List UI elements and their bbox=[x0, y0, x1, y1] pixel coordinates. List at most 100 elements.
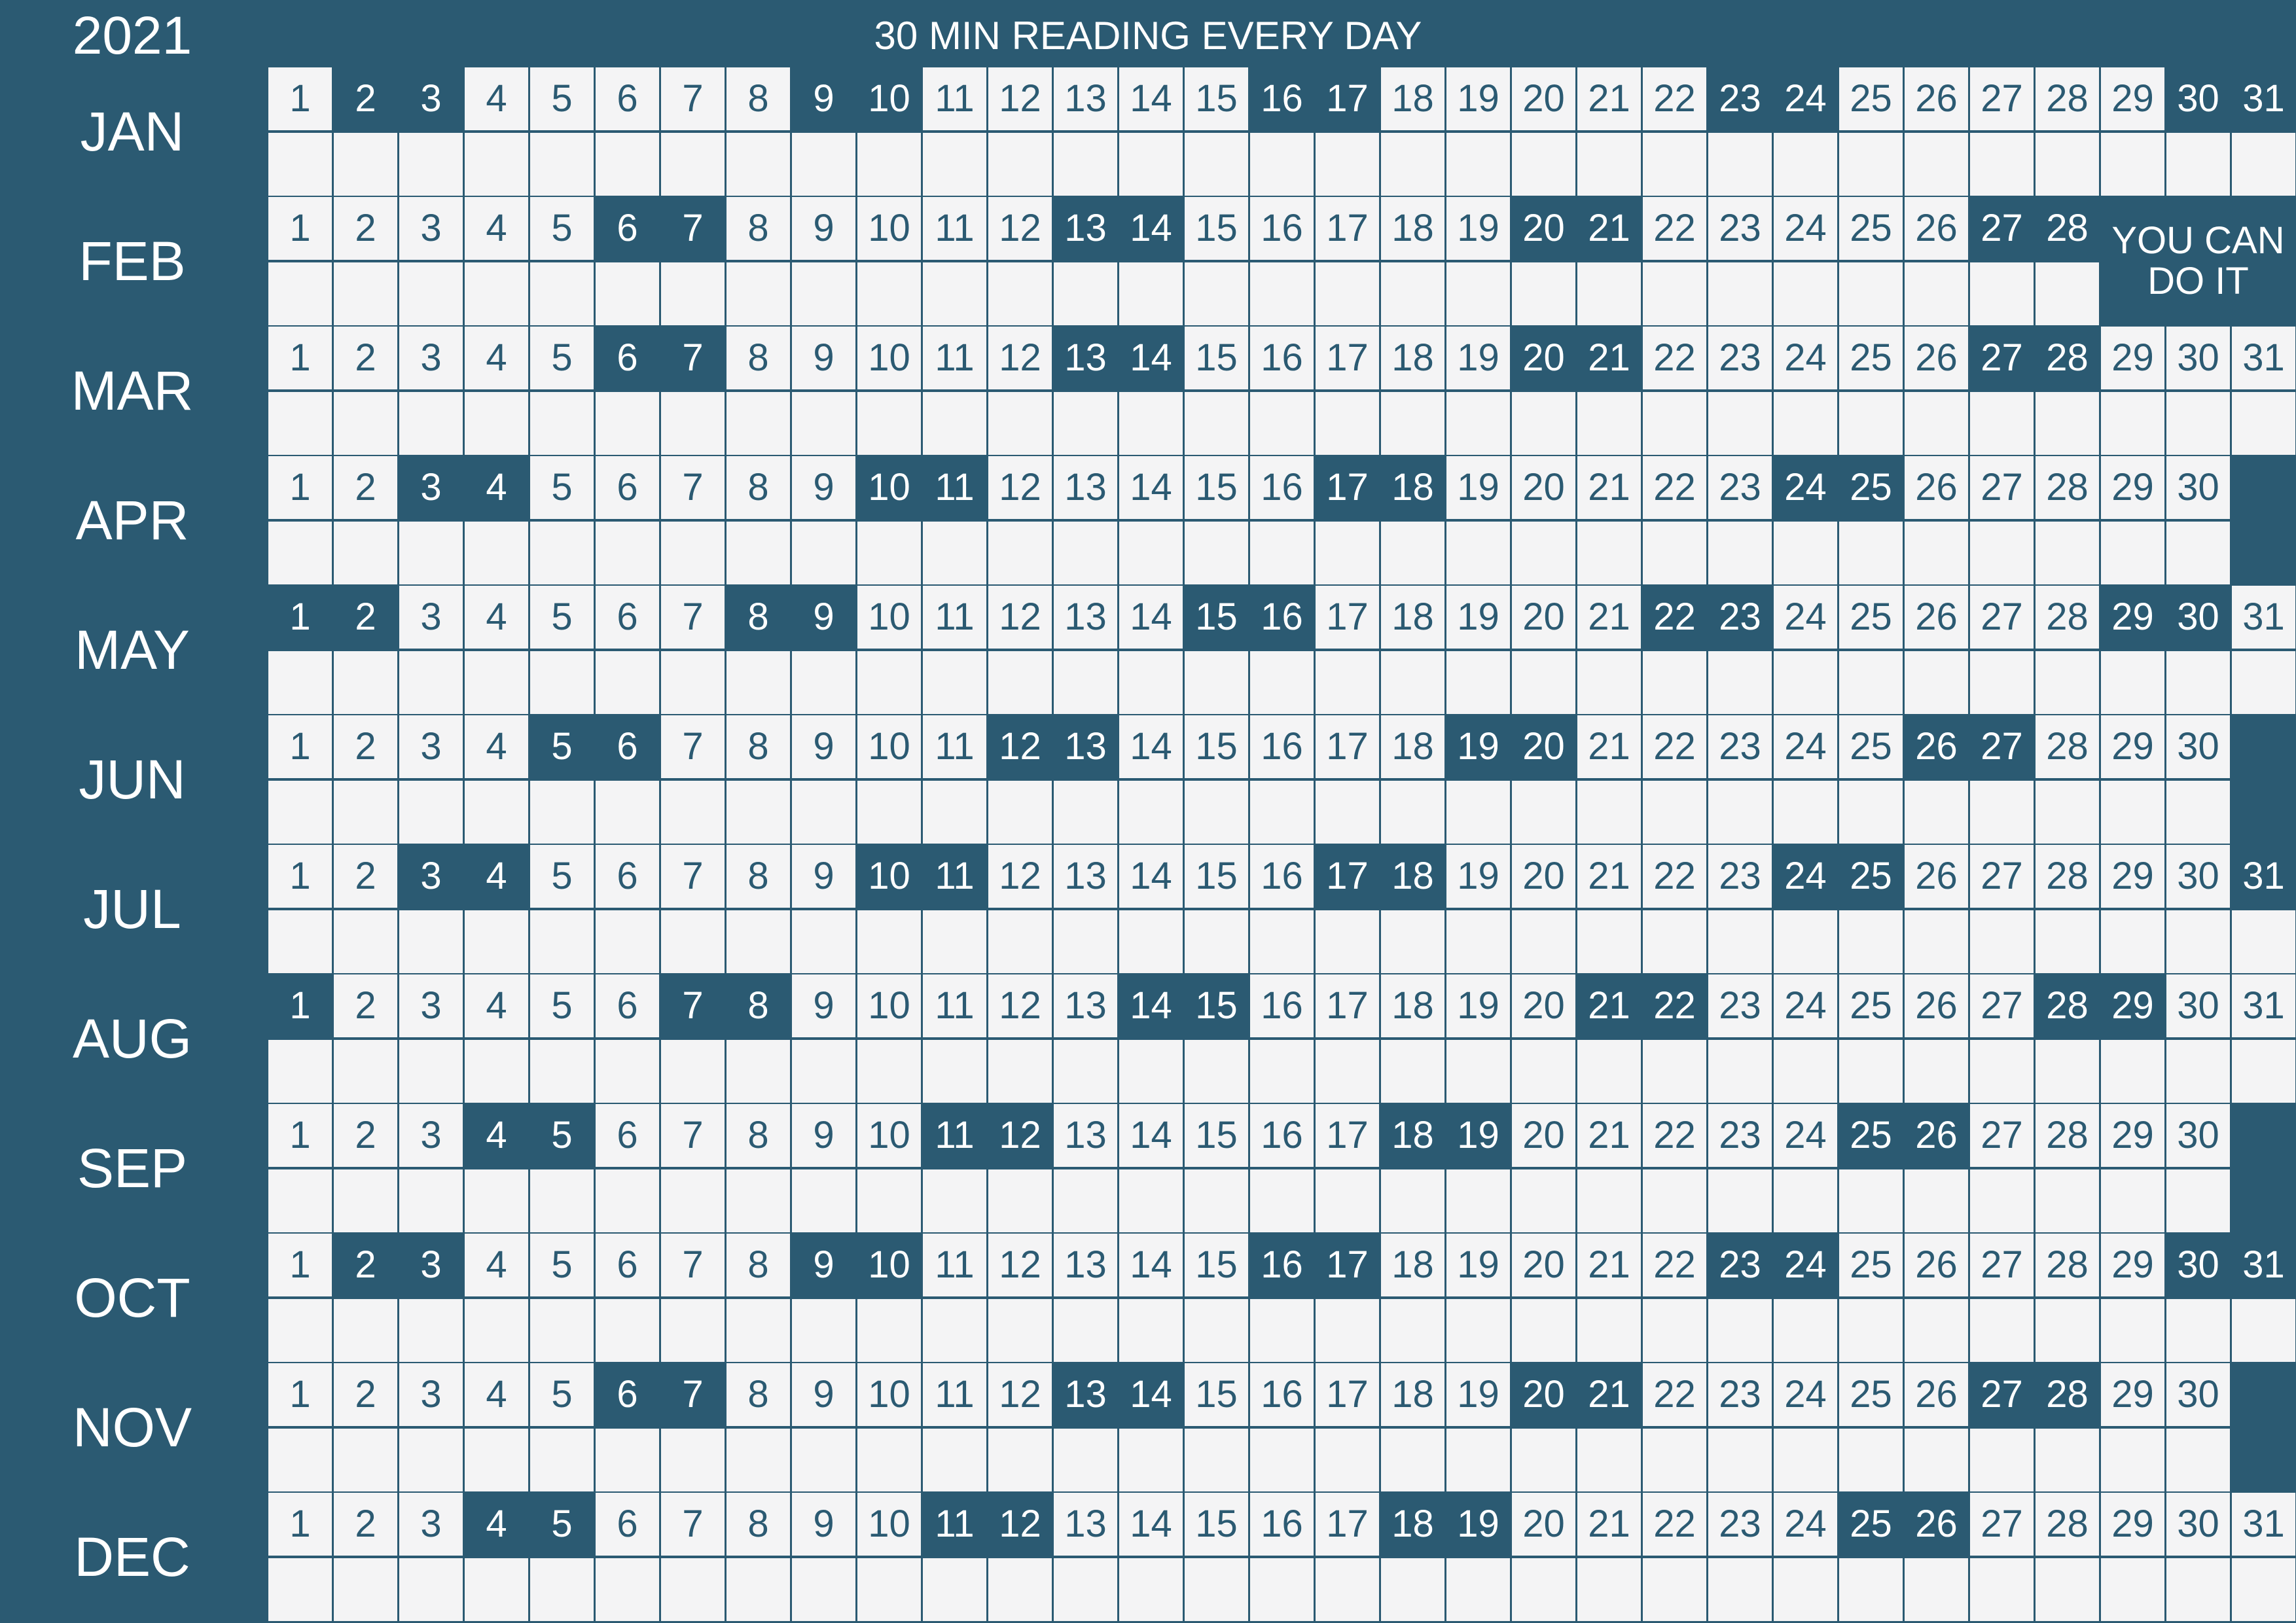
day-check-box[interactable] bbox=[661, 1299, 725, 1362]
day-check-box[interactable] bbox=[1512, 522, 1575, 584]
day-check-box[interactable] bbox=[2166, 910, 2230, 973]
day-check-box[interactable] bbox=[1643, 1299, 1706, 1362]
day-check-box[interactable] bbox=[1185, 1040, 1248, 1103]
day-check-box[interactable] bbox=[1643, 392, 1706, 455]
day-check-box[interactable] bbox=[1905, 1040, 1968, 1103]
day-check-box[interactable] bbox=[1316, 781, 1379, 844]
day-check-box[interactable] bbox=[1774, 910, 1837, 973]
day-check-box[interactable] bbox=[2036, 910, 2099, 973]
day-check-box[interactable] bbox=[465, 522, 528, 584]
day-check-box[interactable] bbox=[1774, 1169, 1837, 1232]
day-check-box[interactable] bbox=[1054, 1299, 1117, 1362]
day-check-box[interactable] bbox=[1381, 651, 1444, 714]
day-check-box[interactable] bbox=[1970, 781, 2034, 844]
day-check-box[interactable] bbox=[1577, 1558, 1641, 1621]
day-check-box[interactable] bbox=[661, 1169, 725, 1232]
day-check-box[interactable] bbox=[1643, 651, 1706, 714]
day-check-box[interactable] bbox=[1774, 522, 1837, 584]
day-check-box[interactable] bbox=[1970, 133, 2034, 196]
day-check-box[interactable] bbox=[1119, 781, 1183, 844]
day-check-box[interactable] bbox=[1708, 1299, 1772, 1362]
day-check-box[interactable] bbox=[792, 133, 855, 196]
day-check-box[interactable] bbox=[2101, 910, 2164, 973]
day-check-box[interactable] bbox=[1446, 910, 1510, 973]
day-check-box[interactable] bbox=[1119, 1299, 1183, 1362]
day-check-box[interactable] bbox=[726, 1429, 790, 1491]
day-check-box[interactable] bbox=[1905, 910, 1968, 973]
day-check-box[interactable] bbox=[1970, 1299, 2034, 1362]
day-check-box[interactable] bbox=[1643, 781, 1706, 844]
day-check-box[interactable] bbox=[268, 910, 332, 973]
day-check-box[interactable] bbox=[334, 392, 397, 455]
day-check-box[interactable] bbox=[268, 1299, 332, 1362]
day-check-box[interactable] bbox=[399, 651, 463, 714]
day-check-box[interactable] bbox=[857, 392, 921, 455]
day-check-box[interactable] bbox=[1250, 1169, 1314, 1232]
day-check-box[interactable] bbox=[1316, 651, 1379, 714]
day-check-box[interactable] bbox=[1905, 1558, 1968, 1621]
day-check-box[interactable] bbox=[1905, 1429, 1968, 1491]
day-check-box[interactable] bbox=[923, 522, 986, 584]
day-check-box[interactable] bbox=[2166, 392, 2230, 455]
day-check-box[interactable] bbox=[726, 1299, 790, 1362]
day-check-box[interactable] bbox=[1970, 522, 2034, 584]
day-check-box[interactable] bbox=[661, 392, 725, 455]
day-check-box[interactable] bbox=[1774, 133, 1837, 196]
day-check-box[interactable] bbox=[399, 1558, 463, 1621]
day-check-box[interactable] bbox=[1185, 1558, 1248, 1621]
day-check-box[interactable] bbox=[1643, 1040, 1706, 1103]
day-check-box[interactable] bbox=[1708, 1429, 1772, 1491]
day-check-box[interactable] bbox=[465, 781, 528, 844]
day-check-box[interactable] bbox=[661, 1558, 725, 1621]
day-check-box[interactable] bbox=[1185, 133, 1248, 196]
day-check-box[interactable] bbox=[1250, 133, 1314, 196]
day-check-box[interactable] bbox=[465, 651, 528, 714]
day-check-box[interactable] bbox=[2036, 1169, 2099, 1232]
day-check-box[interactable] bbox=[2166, 1040, 2230, 1103]
day-check-box[interactable] bbox=[857, 1040, 921, 1103]
day-check-box[interactable] bbox=[530, 1169, 594, 1232]
day-check-box[interactable] bbox=[596, 1429, 659, 1491]
day-check-box[interactable] bbox=[1185, 1429, 1248, 1491]
day-check-box[interactable] bbox=[1446, 522, 1510, 584]
day-check-box[interactable] bbox=[1577, 1169, 1641, 1232]
day-check-box[interactable] bbox=[988, 1429, 1052, 1491]
day-check-box[interactable] bbox=[1905, 522, 1968, 584]
day-check-box[interactable] bbox=[1054, 1040, 1117, 1103]
day-check-box[interactable] bbox=[1250, 262, 1314, 325]
day-check-box[interactable] bbox=[1119, 1040, 1183, 1103]
day-check-box[interactable] bbox=[1970, 262, 2034, 325]
day-check-box[interactable] bbox=[1708, 262, 1772, 325]
day-check-box[interactable] bbox=[268, 262, 332, 325]
day-check-box[interactable] bbox=[2101, 1169, 2164, 1232]
day-check-box[interactable] bbox=[857, 651, 921, 714]
day-check-box[interactable] bbox=[1970, 651, 2034, 714]
day-check-box[interactable] bbox=[2166, 1169, 2230, 1232]
day-check-box[interactable] bbox=[988, 781, 1052, 844]
day-check-box[interactable] bbox=[2232, 910, 2295, 973]
day-check-box[interactable] bbox=[1446, 1558, 1510, 1621]
day-check-box[interactable] bbox=[1381, 1169, 1444, 1232]
day-check-box[interactable] bbox=[792, 781, 855, 844]
day-check-box[interactable] bbox=[334, 522, 397, 584]
day-check-box[interactable] bbox=[596, 1169, 659, 1232]
day-check-box[interactable] bbox=[465, 1558, 528, 1621]
day-check-box[interactable] bbox=[530, 262, 594, 325]
day-check-box[interactable] bbox=[1512, 910, 1575, 973]
day-check-box[interactable] bbox=[334, 1169, 397, 1232]
day-check-box[interactable] bbox=[1250, 1429, 1314, 1491]
day-check-box[interactable] bbox=[857, 262, 921, 325]
day-check-box[interactable] bbox=[2101, 781, 2164, 844]
day-check-box[interactable] bbox=[1774, 1040, 1837, 1103]
day-check-box[interactable] bbox=[1708, 133, 1772, 196]
day-check-box[interactable] bbox=[726, 133, 790, 196]
day-check-box[interactable] bbox=[1381, 262, 1444, 325]
day-check-box[interactable] bbox=[268, 1429, 332, 1491]
day-check-box[interactable] bbox=[2036, 392, 2099, 455]
day-check-box[interactable] bbox=[857, 1169, 921, 1232]
day-check-box[interactable] bbox=[268, 133, 332, 196]
day-check-box[interactable] bbox=[1905, 651, 1968, 714]
day-check-box[interactable] bbox=[2101, 651, 2164, 714]
day-check-box[interactable] bbox=[923, 781, 986, 844]
day-check-box[interactable] bbox=[268, 651, 332, 714]
